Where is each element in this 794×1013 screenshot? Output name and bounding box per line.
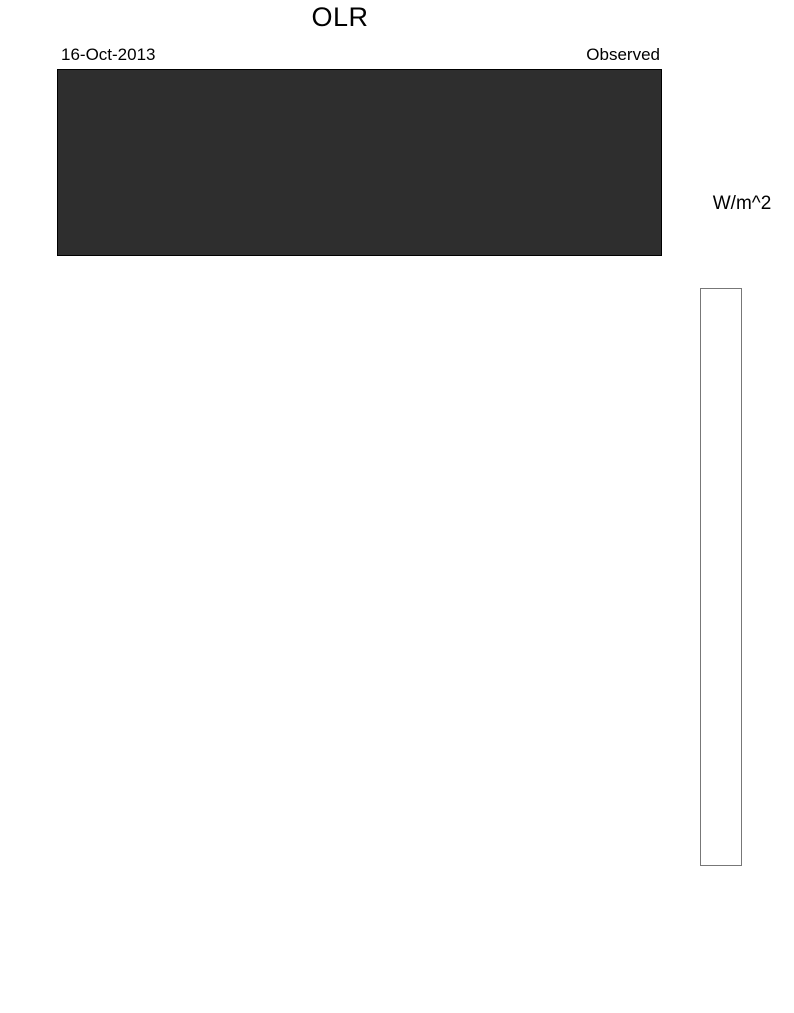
colorbar-unit-label: W/m^2 <box>712 193 772 214</box>
panel-date-label: 16-Oct-2013 <box>61 45 156 64</box>
colorbar <box>700 288 742 866</box>
map-frame <box>57 69 662 256</box>
figure-title: OLR <box>311 2 369 32</box>
olr-contour-field <box>58 70 661 255</box>
map-panel-1: 16-Oct-2013 Observed <box>57 45 662 256</box>
panel-source-label: Observed <box>586 45 660 64</box>
